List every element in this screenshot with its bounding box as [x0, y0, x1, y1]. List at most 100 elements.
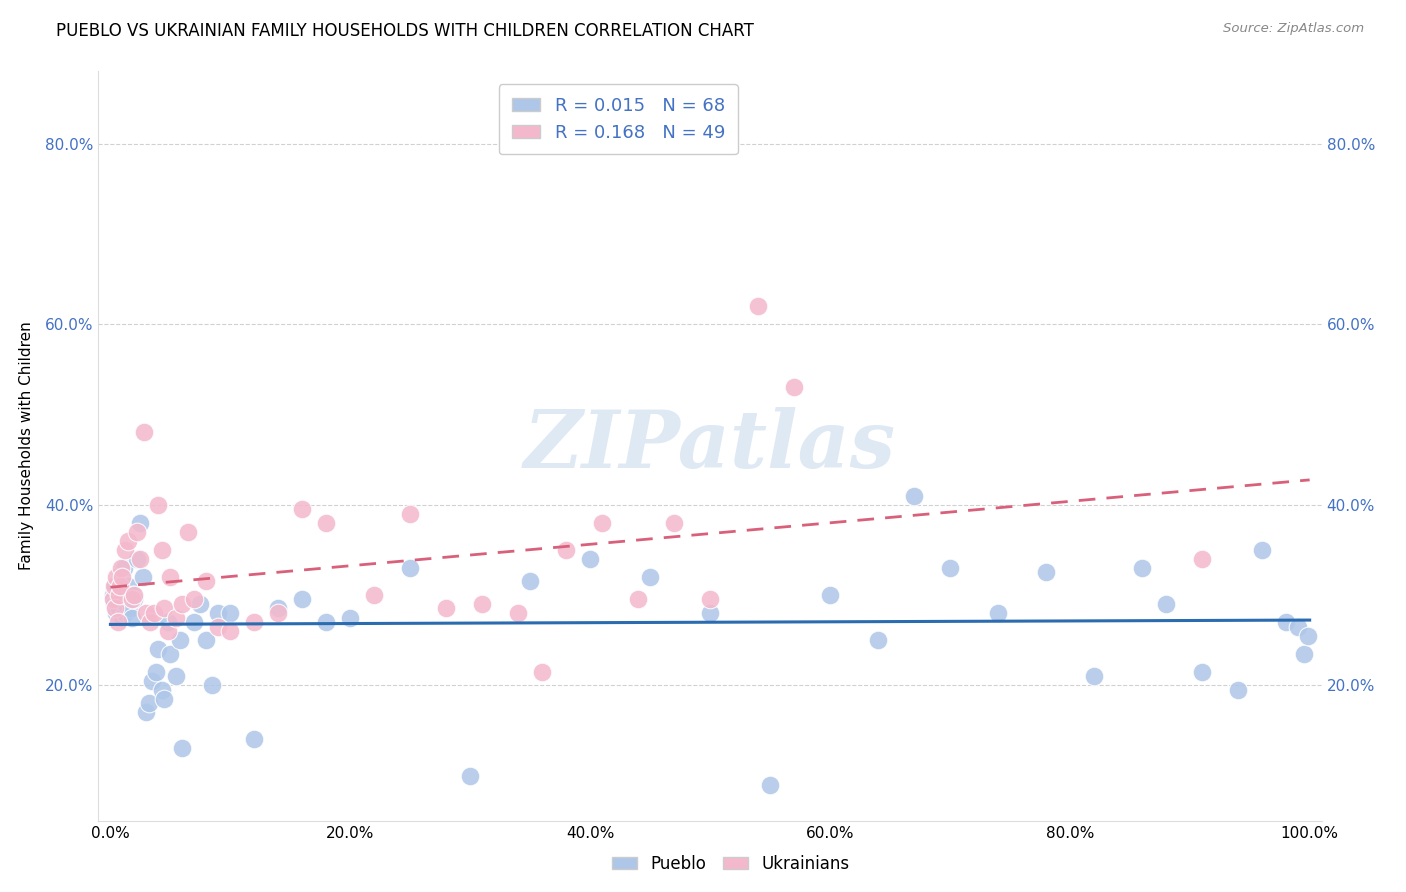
Point [188, 597, 211, 611]
Point [105, 570, 128, 584]
Point [145, 665, 167, 679]
Point [118, 592, 141, 607]
Point [267, 606, 290, 620]
Point [1191, 552, 1213, 566]
Point [121, 610, 143, 624]
Point [104, 579, 127, 593]
Point [159, 570, 181, 584]
Point [939, 561, 962, 575]
Point [108, 579, 131, 593]
Text: PUEBLO VS UKRAINIAN FAMILY HOUSEHOLDS WITH CHILDREN CORRELATION CHART: PUEBLO VS UKRAINIAN FAMILY HOUSEHOLDS WI… [56, 22, 754, 40]
Point [201, 678, 224, 692]
Point [555, 542, 578, 557]
Point [1191, 665, 1213, 679]
Point [1298, 629, 1320, 643]
Point [508, 606, 530, 620]
Point [591, 516, 613, 530]
Point [104, 601, 127, 615]
Point [987, 606, 1010, 620]
Point [148, 498, 170, 512]
Point [1083, 669, 1105, 683]
Point [195, 633, 218, 648]
Y-axis label: Family Households with Children: Family Households with Children [18, 322, 34, 570]
Point [117, 579, 139, 593]
Point [627, 592, 650, 607]
Point [169, 633, 191, 648]
Point [141, 673, 163, 688]
Point [101, 592, 124, 607]
Point [153, 601, 176, 615]
Point [150, 542, 173, 557]
Point [103, 579, 125, 593]
Point [156, 615, 179, 629]
Point [148, 642, 170, 657]
Point [114, 606, 136, 620]
Point [139, 615, 162, 629]
Point [267, 601, 290, 615]
Point [108, 601, 129, 615]
Point [117, 533, 139, 548]
Point [315, 516, 337, 530]
Point [866, 633, 889, 648]
Point [132, 425, 155, 440]
Point [291, 592, 314, 607]
Point [458, 768, 481, 782]
Point [291, 502, 314, 516]
Point [108, 579, 131, 593]
Point [699, 592, 721, 607]
Point [471, 597, 494, 611]
Point [110, 570, 132, 584]
Point [399, 507, 422, 521]
Point [103, 597, 125, 611]
Point [219, 624, 242, 638]
Point [107, 592, 129, 607]
Point [243, 732, 266, 747]
Point [207, 619, 229, 633]
Point [903, 489, 925, 503]
Point [183, 615, 205, 629]
Point [207, 606, 229, 620]
Point [243, 615, 266, 629]
Point [172, 741, 194, 756]
Point [125, 524, 148, 539]
Point [747, 299, 769, 313]
Point [110, 561, 132, 575]
Point [107, 615, 129, 629]
Point [129, 516, 152, 530]
Text: ZIPatlas: ZIPatlas [524, 408, 896, 484]
Point [1154, 597, 1177, 611]
Point [132, 570, 155, 584]
Point [115, 588, 138, 602]
Point [363, 588, 385, 602]
Point [122, 588, 145, 602]
Point [124, 592, 146, 607]
Point [638, 570, 661, 584]
Point [114, 542, 136, 557]
Point [165, 610, 187, 624]
Point [399, 561, 422, 575]
Point [150, 682, 173, 697]
Point [172, 597, 194, 611]
Point [195, 574, 218, 589]
Point [1130, 561, 1153, 575]
Point [818, 588, 841, 602]
Point [142, 606, 165, 620]
Point [519, 574, 541, 589]
Point [115, 597, 138, 611]
Point [153, 691, 176, 706]
Point [219, 606, 242, 620]
Point [1035, 566, 1057, 580]
Point [759, 778, 782, 792]
Point [124, 588, 146, 602]
Point [129, 552, 152, 566]
Point [177, 524, 200, 539]
Point [125, 552, 148, 566]
Point [1274, 615, 1296, 629]
Point [101, 588, 124, 602]
Point [165, 669, 187, 683]
Point [135, 706, 157, 720]
Point [315, 615, 337, 629]
Point [1226, 682, 1249, 697]
Point [135, 606, 157, 620]
Point [183, 592, 205, 607]
